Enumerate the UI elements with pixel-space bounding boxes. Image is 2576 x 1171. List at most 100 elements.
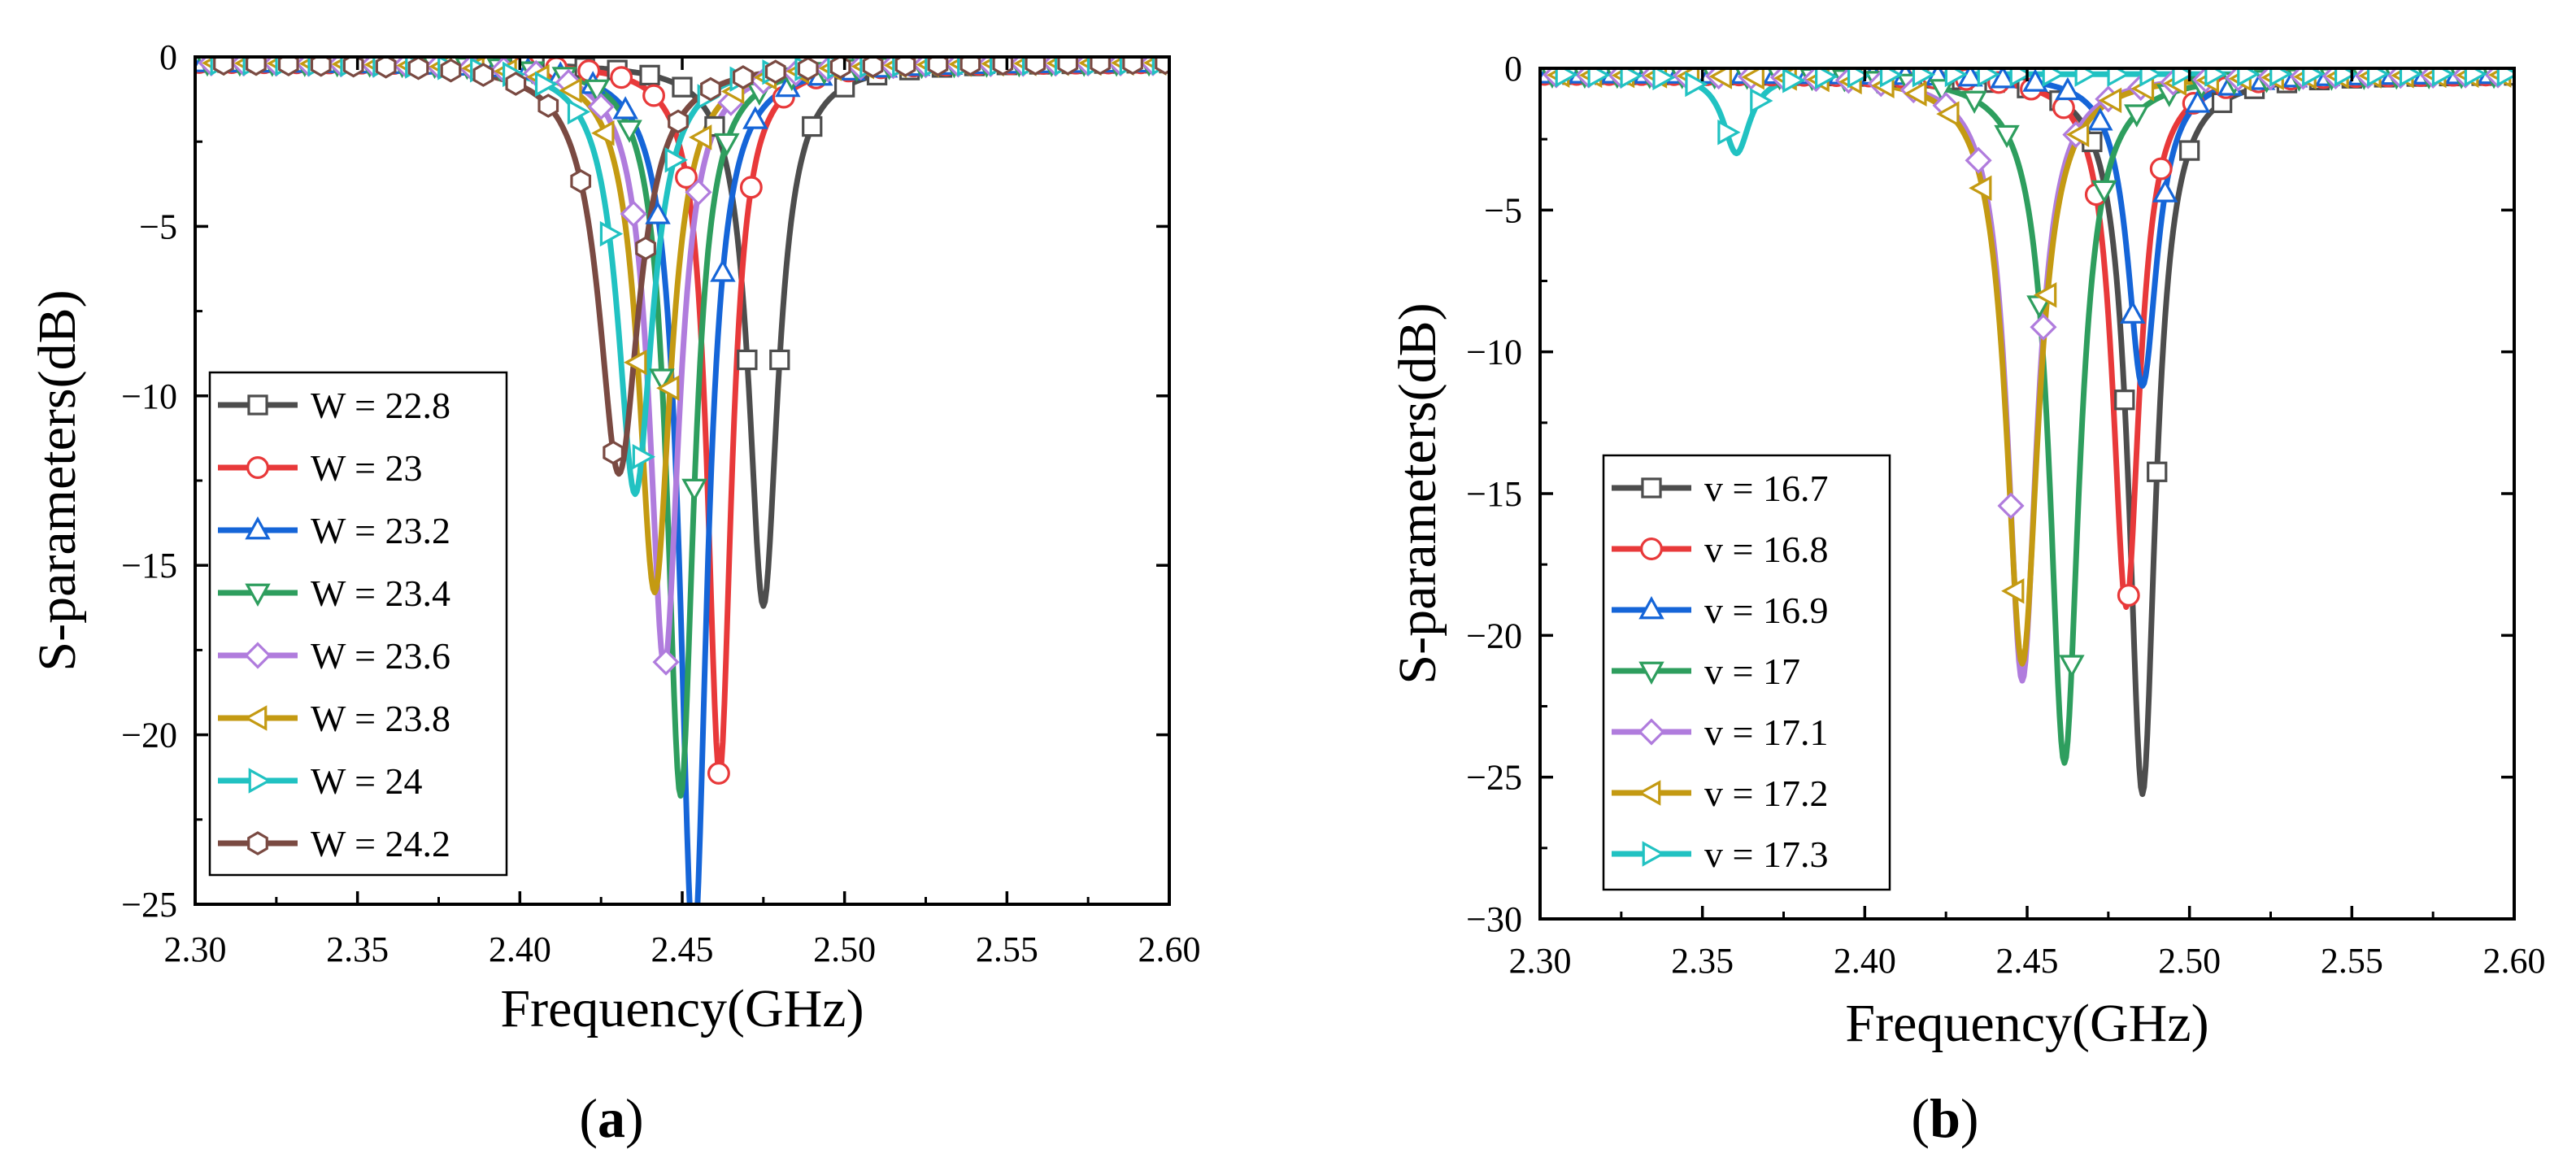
data-point-a-7-12 [603,440,624,465]
data-point-a-7-11 [570,169,592,194]
panel-b-chart: 2.30 2.35 2.40 2.45 2.50 2.55 2.60 0 −5 −10 −15 −20… [1388,49,2546,1053]
data-point-a-2-14 [645,201,671,224]
data-point-a-2-17 [742,106,768,129]
data-point-b-5-11 [1904,81,1927,107]
legend-label: W = 23.4 [311,572,450,614]
data-point-a-0-17 [737,349,758,371]
data-point-a-7-18 [797,57,819,81]
legend-marker-square [1641,477,1662,498]
legend-label: v = 17.1 [1704,712,1828,753]
data-point-b-4-13 [1965,146,1992,174]
x-tick-label: 2.35 [326,929,389,969]
data-point-b-4-15 [2030,313,2057,341]
y-tick-label: −10 [1466,333,1522,372]
panel-a-chart: 2.30 2.35 2.40 2.45 2.50 2.55 2.60 0 −5 −10 −15 −20… [28,37,1201,1038]
panel-b-label: (b) [1911,1087,1978,1149]
data-point-b-2-20 [2184,89,2211,113]
data-point-b-1-19 [2149,157,2173,181]
legend-marker-triangle-left [1638,780,1661,806]
data-point-a-7-2 [277,57,299,76]
data-point-b-4-14 [1997,492,2025,520]
legend-label: v = 16.8 [1704,529,1828,570]
x-tick-label: 2.45 [651,929,714,969]
data-point-a-1-17 [739,176,763,199]
data-point-a-7-14 [668,109,689,134]
legend-box [208,371,508,877]
legend-b: v = 16.7 v = 16.8 v = 16.9 v = 17 v = 17.1 v … [1602,454,1891,891]
data-point-a-5-13 [624,349,647,376]
y-tick-label: −30 [1466,899,1522,939]
data-point-b-6-4 [1685,71,1708,98]
data-point-b-5-16 [2065,121,2090,148]
y-tick-label: −25 [1466,758,1522,798]
data-point-a-2-16 [710,259,736,282]
data-point-b-2-14 [1990,68,2016,89]
data-point-a-7-6 [407,57,429,81]
data-point-a-6-13 [632,443,656,470]
x-axis-title: Frequency(GHz) [500,979,864,1038]
legend-a: W = 22.8 W = 23 W = 23.2 W = 23.4 W = 23.6 W … [208,371,508,877]
x-tick-label: 2.60 [1138,929,1201,969]
data-point-b-6-9 [1847,68,1871,89]
y-tick-label: −20 [121,716,177,755]
panel-a-label: (a) [579,1087,643,1149]
data-point-b-6-3 [1652,68,1676,91]
data-point-a-7-17 [764,59,786,85]
legend-label: W = 23.8 [311,698,450,739]
legend-marker-triangle-up [1638,596,1664,620]
legend-marker-triangle-right [248,768,272,794]
data-point-b-5-13 [1969,175,1992,202]
data-point-a-7-10 [537,94,559,118]
legend-marker-circle [246,456,269,479]
y-tick-label: −15 [121,546,177,586]
y-tick-label: 0 [1504,49,1522,89]
x-tick-label: 2.40 [1834,941,1896,981]
data-point-b-6-7 [1782,68,1806,94]
data-point-a-3-16 [714,133,740,157]
legend-label: v = 17.3 [1704,834,1828,875]
data-point-b-0-18 [2114,390,2135,411]
data-point-b-1-16 [2052,96,2075,120]
y-tick-label: −10 [121,377,177,416]
data-point-a-7-13 [635,236,656,261]
data-point-a-6-11 [567,98,591,125]
data-point-b-3-14 [1994,124,2020,149]
data-point-a-5-15 [689,124,712,150]
data-point-a-6-10 [534,71,559,98]
x-tick-label: 2.30 [1509,941,1572,981]
data-point-a-7-21 [894,57,916,77]
y-tick-label: −25 [121,885,177,925]
data-point-b-5-15 [2034,282,2057,308]
data-point-a-7-23 [959,57,981,76]
data-point-a-3-14 [649,368,675,392]
data-point-b-6-2 [1620,68,1643,89]
data-point-b-6-8 [1815,68,1838,89]
data-point-b-5-17 [2098,87,2122,114]
legend-marker-diamond [1638,718,1665,746]
y-tick-label: −15 [1466,474,1522,514]
data-point-a-3-12 [584,79,610,102]
data-point-a-0-19 [802,115,823,137]
x-axis-title: Frequency(GHz) [1845,994,2208,1053]
data-point-a-7-16 [733,65,754,89]
data-point-b-6-5 [1717,120,1741,146]
data-point-b-6-6 [1750,88,1773,114]
data-point-a-1-13 [610,66,633,89]
legend-marker-triangle-up [245,516,271,540]
legend-marker-triangle-down [245,583,271,607]
legend-marker-hexagon [247,831,268,855]
series-markers-b [1540,68,2514,678]
x-tick-label: 2.50 [813,929,876,969]
legend-label: v = 16.9 [1704,590,1828,631]
data-point-b-2-19 [2152,179,2178,202]
data-point-b-3-13 [1961,90,1987,114]
legend-label: v = 17.2 [1704,773,1828,814]
data-point-b-5-5 [1708,68,1732,89]
data-point-b-0-19 [2147,461,2168,482]
x-tick-label: 2.40 [489,929,551,969]
data-point-b-5-12 [1936,101,1960,127]
data-point-a-3-15 [681,478,707,503]
data-point-a-7-22 [927,57,949,77]
data-point-a-1-14 [642,84,666,107]
data-point-a-7-3 [310,57,332,77]
